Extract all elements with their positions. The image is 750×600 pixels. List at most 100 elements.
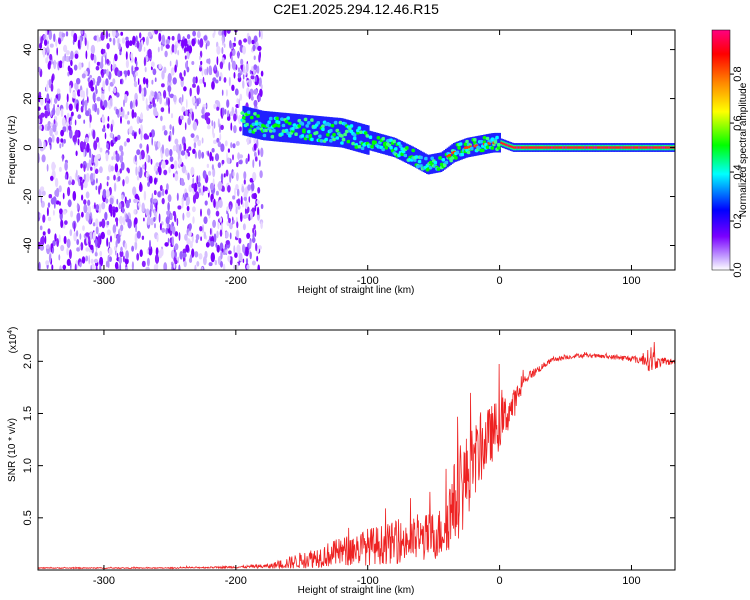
noise-cell [161, 227, 166, 233]
noise-cell [153, 91, 158, 100]
signal-core [493, 140, 498, 144]
signal-envelope [376, 133, 380, 153]
signal-core [458, 142, 463, 146]
noise-cell [115, 108, 120, 115]
noise-cell [215, 210, 220, 217]
noise-cell [106, 229, 111, 236]
noise-cell [145, 36, 149, 46]
signal-core [428, 165, 433, 170]
noise-cell [250, 211, 253, 220]
noise-cell [112, 37, 116, 46]
noise-cell [94, 202, 96, 210]
noise-cell [216, 244, 220, 253]
signal-core [318, 134, 322, 139]
noise-cell [124, 242, 128, 250]
noise-cell [113, 174, 116, 181]
noise-cell [68, 67, 73, 76]
noise-cell [192, 216, 195, 224]
signal-peak [647, 146, 650, 149]
noise-cell [88, 255, 90, 265]
noise-cell [39, 225, 43, 231]
noise-cell [135, 99, 138, 107]
noise-cell [123, 99, 125, 107]
noise-cell [177, 256, 180, 264]
signal-core [443, 163, 447, 167]
signal-core [321, 127, 326, 132]
noise-cell [127, 120, 130, 125]
signal-peak [603, 146, 606, 149]
noise-cell [125, 51, 128, 60]
noise-cell [108, 256, 112, 262]
noise-cell [59, 265, 62, 270]
noise-cell [255, 242, 258, 252]
noise-cell [109, 235, 113, 243]
noise-cell [203, 186, 208, 192]
noise-cell [131, 245, 135, 252]
noise-cell [208, 58, 211, 65]
signal-peak [585, 146, 588, 149]
signal-core [248, 129, 253, 134]
noise-cell [104, 211, 108, 221]
noise-cell [237, 152, 241, 161]
noise-cell [96, 178, 98, 184]
noise-cell [48, 253, 52, 263]
signal-envelope [282, 112, 285, 143]
noise-cell [106, 58, 110, 65]
noise-cell [244, 69, 247, 76]
signal-core [482, 135, 487, 140]
signal-core [381, 147, 386, 152]
noise-cell [232, 171, 235, 177]
signal-core [332, 137, 337, 142]
signal-envelope [250, 107, 253, 138]
signal-peak [627, 146, 630, 149]
noise-cell [167, 222, 170, 229]
noise-cell [185, 169, 188, 176]
noise-cell [106, 176, 110, 181]
noise-cell [66, 238, 71, 249]
noise-cell [118, 256, 123, 265]
noise-cell [67, 199, 72, 208]
noise-cell [246, 137, 249, 145]
noise-cell [207, 188, 210, 194]
noise-cell [103, 99, 108, 108]
noise-cell [117, 134, 121, 141]
noise-cell [38, 124, 43, 131]
noise-cell [209, 151, 213, 162]
noise-cell [62, 264, 67, 270]
noise-cell [206, 66, 209, 76]
noise-cell [188, 231, 192, 237]
signal-core [321, 124, 326, 128]
y-tick-label: 1.5 [22, 406, 34, 421]
noise-cell [70, 210, 74, 218]
signal-core [276, 124, 281, 128]
noise-cell [137, 78, 140, 85]
signal-core [433, 160, 438, 165]
signal-envelope [301, 114, 304, 144]
noise-cell [135, 166, 138, 176]
noise-cell [174, 251, 177, 259]
noise-cell [141, 235, 145, 240]
noise-cell [216, 56, 219, 66]
noise-cell [127, 111, 130, 116]
signal-peak [516, 146, 519, 149]
noise-cell [231, 43, 234, 50]
signal-core [479, 139, 484, 144]
noise-cell [93, 258, 99, 264]
noise-cell [191, 61, 195, 65]
noise-cell [51, 161, 56, 172]
signal-core [287, 133, 292, 138]
noise-cell [151, 192, 154, 203]
noise-cell [97, 242, 101, 249]
signal-peak [543, 146, 546, 149]
noise-cell [113, 87, 117, 94]
spectrogram-ylabel: Frequency (Hz) [7, 116, 18, 185]
signal-core [265, 123, 270, 128]
signal-peak [631, 146, 634, 149]
signal-peak [661, 146, 664, 149]
noise-cell [183, 38, 188, 47]
noise-cell [169, 124, 172, 130]
x-tick-label: -100 [357, 275, 379, 287]
noise-cell [206, 124, 211, 130]
noise-cell [102, 80, 106, 91]
noise-cell [106, 237, 109, 247]
